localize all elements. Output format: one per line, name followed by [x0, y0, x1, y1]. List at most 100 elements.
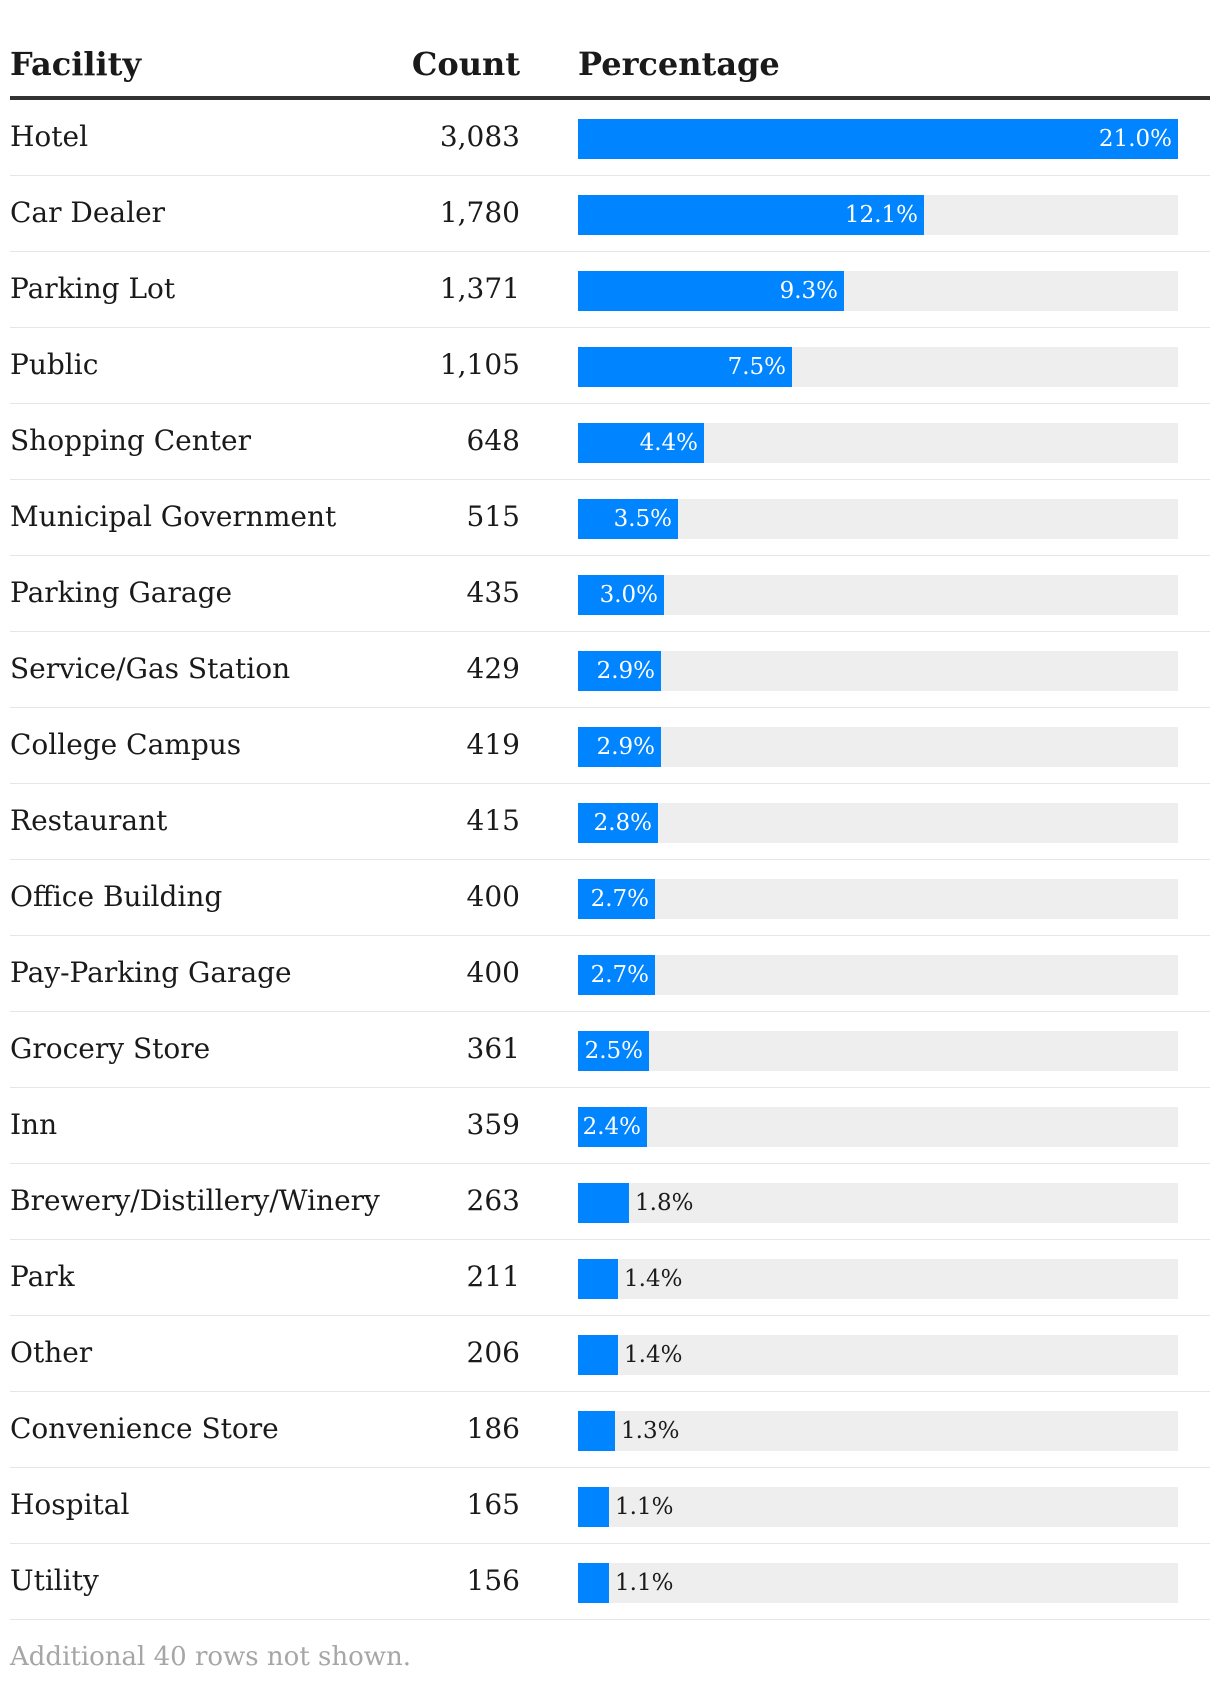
percentage-bar — [578, 423, 704, 463]
percentage-bar — [578, 803, 658, 843]
table-row: Parking Garage 435 3.0% — [10, 556, 1210, 632]
percentage-bar-track: 1.1% — [578, 1487, 1178, 1527]
table-row: College Campus 419 2.9% — [10, 708, 1210, 784]
facility-count: 515 — [466, 500, 520, 533]
facility-count: 165 — [466, 1488, 520, 1521]
percentage-bar-track: 4.4% — [578, 423, 1178, 463]
percentage-bar-track: 2.9% — [578, 651, 1178, 691]
facility-count: 648 — [466, 424, 520, 457]
facility-name: Restaurant — [10, 804, 168, 837]
percentage-bar — [578, 1335, 618, 1375]
table-row: Service/Gas Station 429 2.9% — [10, 632, 1210, 708]
facility-name: Brewery/Distillery/Winery — [10, 1184, 380, 1217]
facility-name: Park — [10, 1260, 75, 1293]
facility-name: Other — [10, 1336, 93, 1369]
percentage-label: 9.3% — [779, 278, 838, 304]
facility-name: Shopping Center — [10, 424, 251, 457]
facility-name: Convenience Store — [10, 1412, 279, 1445]
percentage-bar — [578, 1183, 629, 1223]
percentage-label: 2.5% — [584, 1038, 643, 1064]
facility-count: 1,780 — [439, 196, 520, 229]
percentage-bar-track: 1.8% — [578, 1183, 1178, 1223]
facility-count: 435 — [466, 576, 520, 609]
percentage-bar-track: 2.9% — [578, 727, 1178, 767]
percentage-label: 1.4% — [624, 1266, 683, 1292]
percentage-bar-track: 2.7% — [578, 879, 1178, 919]
facility-count: 206 — [466, 1336, 520, 1369]
header-percentage[interactable]: Percentage — [578, 45, 780, 83]
facility-name: Utility — [10, 1564, 99, 1597]
facility-count: 186 — [466, 1412, 520, 1445]
percentage-bar — [578, 1107, 647, 1147]
percentage-bar — [578, 499, 678, 539]
facility-count: 359 — [466, 1108, 520, 1141]
facility-count: 419 — [466, 728, 520, 761]
table-row: Brewery/Distillery/Winery 263 1.8% — [10, 1164, 1210, 1240]
table-row: Restaurant 415 2.8% — [10, 784, 1210, 860]
facility-name: Public — [10, 348, 99, 381]
facility-count: 429 — [466, 652, 520, 685]
table-row: Park 211 1.4% — [10, 1240, 1210, 1316]
table-header: Facility Count Percentage — [10, 0, 1210, 100]
percentage-label: 2.7% — [590, 962, 649, 988]
facility-name: Grocery Store — [10, 1032, 211, 1065]
table-body: Hotel 3,083 21.0% Car Dealer 1,780 12.1% Parki… — [10, 100, 1210, 1620]
table-row: Grocery Store 361 2.5% — [10, 1012, 1210, 1088]
percentage-label: 3.5% — [613, 506, 672, 532]
facility-name: Pay-Parking Garage — [10, 956, 292, 989]
percentage-bar-track: 1.4% — [578, 1259, 1178, 1299]
percentage-label: 4.4% — [639, 430, 698, 456]
header-facility[interactable]: Facility — [10, 45, 142, 83]
facility-count: 400 — [466, 956, 520, 989]
facility-name: Parking Lot — [10, 272, 176, 305]
facility-name: Office Building — [10, 880, 223, 913]
percentage-bar-track: 1.1% — [578, 1563, 1178, 1603]
facility-count: 1,371 — [439, 272, 520, 305]
facility-count: 361 — [466, 1032, 520, 1065]
table-row: Utility 156 1.1% — [10, 1544, 1210, 1620]
percentage-label: 7.5% — [727, 354, 786, 380]
percentage-label: 1.1% — [615, 1570, 674, 1596]
percentage-label: 1.3% — [621, 1418, 680, 1444]
percentage-label: 2.4% — [582, 1114, 641, 1140]
percentage-bar-track: 1.3% — [578, 1411, 1178, 1451]
percentage-label: 2.9% — [596, 734, 655, 760]
percentage-label: 2.8% — [593, 810, 652, 836]
percentage-bar-track: 9.3% — [578, 271, 1178, 311]
percentage-bar-track: 2.5% — [578, 1031, 1178, 1071]
facility-name: College Campus — [10, 728, 242, 761]
facility-name: Hospital — [10, 1488, 130, 1521]
percentage-bar — [578, 727, 661, 767]
percentage-bar — [578, 1259, 618, 1299]
percentage-bar-track: 21.0% — [578, 119, 1178, 159]
percentage-label: 1.8% — [635, 1190, 694, 1216]
table-row: Pay-Parking Garage 400 2.7% — [10, 936, 1210, 1012]
facility-count: 3,083 — [439, 120, 520, 153]
percentage-bar — [578, 347, 792, 387]
percentage-bar-track: 2.4% — [578, 1107, 1178, 1147]
table-row: Hotel 3,083 21.0% — [10, 100, 1210, 176]
percentage-label: 3.0% — [599, 582, 658, 608]
facility-table: Facility Count Percentage Hotel 3,083 21.0… — [10, 0, 1210, 1620]
facility-count: 263 — [466, 1184, 520, 1217]
percentage-bar-track: 3.0% — [578, 575, 1178, 615]
percentage-bar — [578, 195, 924, 235]
facility-name: Municipal Government — [10, 500, 337, 533]
percentage-bar-track: 12.1% — [578, 195, 1178, 235]
percentage-bar-track: 1.4% — [578, 1335, 1178, 1375]
percentage-bar-track: 7.5% — [578, 347, 1178, 387]
percentage-bar — [578, 879, 655, 919]
facility-name: Parking Garage — [10, 576, 233, 609]
percentage-label: 21.0% — [1098, 126, 1172, 152]
table-row: Other 206 1.4% — [10, 1316, 1210, 1392]
percentage-bar — [578, 1563, 609, 1603]
facility-count: 1,105 — [439, 348, 520, 381]
table-row: Shopping Center 648 4.4% — [10, 404, 1210, 480]
table-row: Parking Lot 1,371 9.3% — [10, 252, 1210, 328]
facility-name: Car Dealer — [10, 196, 166, 229]
table-row: Car Dealer 1,780 12.1% — [10, 176, 1210, 252]
table-row: Inn 359 2.4% — [10, 1088, 1210, 1164]
table-row: Municipal Government 515 3.5% — [10, 480, 1210, 556]
header-count[interactable]: Count — [411, 45, 520, 83]
percentage-label: 12.1% — [844, 202, 918, 228]
